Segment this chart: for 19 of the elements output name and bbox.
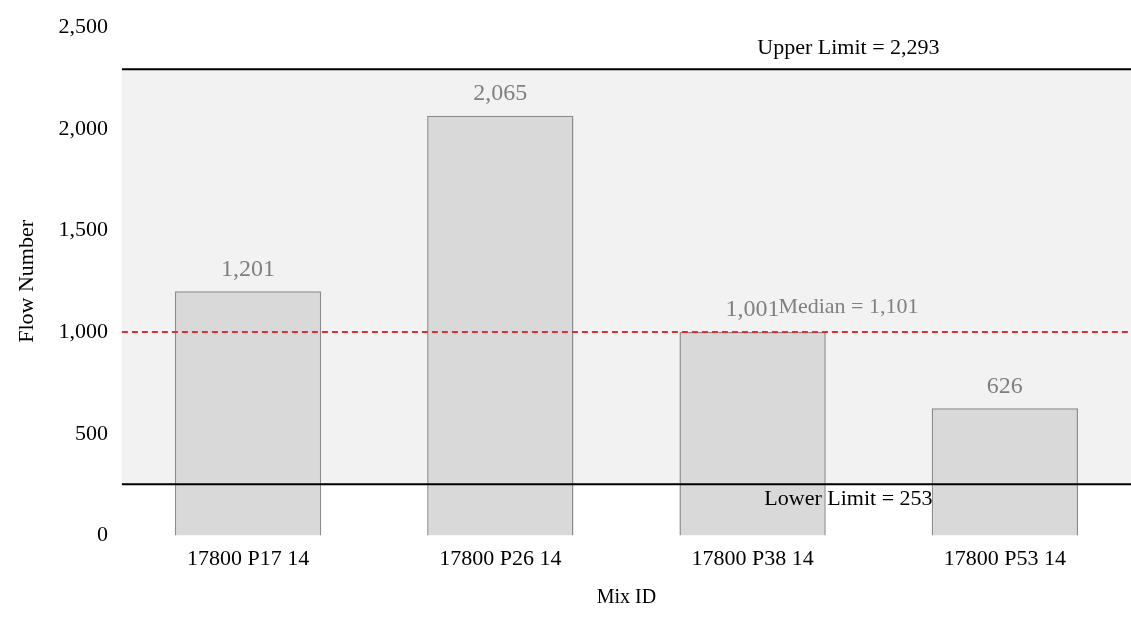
x-tick-label: 17800 P53 14 [943, 544, 1066, 570]
y-tick-label: 2,000 [58, 114, 108, 140]
ref-line-label: Upper Limit = 2,293 [757, 34, 940, 60]
y-axis-title: Flow Number [12, 219, 38, 343]
y-tick-label: 1,000 [58, 318, 108, 344]
data-label: 1,001 [725, 295, 780, 322]
x-axis-title: Mix ID [596, 585, 657, 608]
y-tick-label: 1,500 [58, 216, 108, 242]
x-tick-label: 17800 P17 14 [186, 544, 310, 570]
y-tick-label: 2,500 [58, 12, 108, 38]
data-label: 2,065 [473, 78, 528, 105]
y-tick-label: 500 [74, 419, 108, 445]
annotation: Median = 1,101 [778, 293, 919, 319]
data-label: 626 [986, 371, 1023, 398]
y-tick-label: 0 [96, 521, 108, 547]
ref-line-label: Lower Limit = 253 [764, 484, 933, 510]
x-tick-label: 17800 P38 14 [691, 544, 814, 570]
data-label: 1,201 [221, 254, 276, 281]
x-tick-label: 17800 P26 14 [439, 544, 562, 570]
